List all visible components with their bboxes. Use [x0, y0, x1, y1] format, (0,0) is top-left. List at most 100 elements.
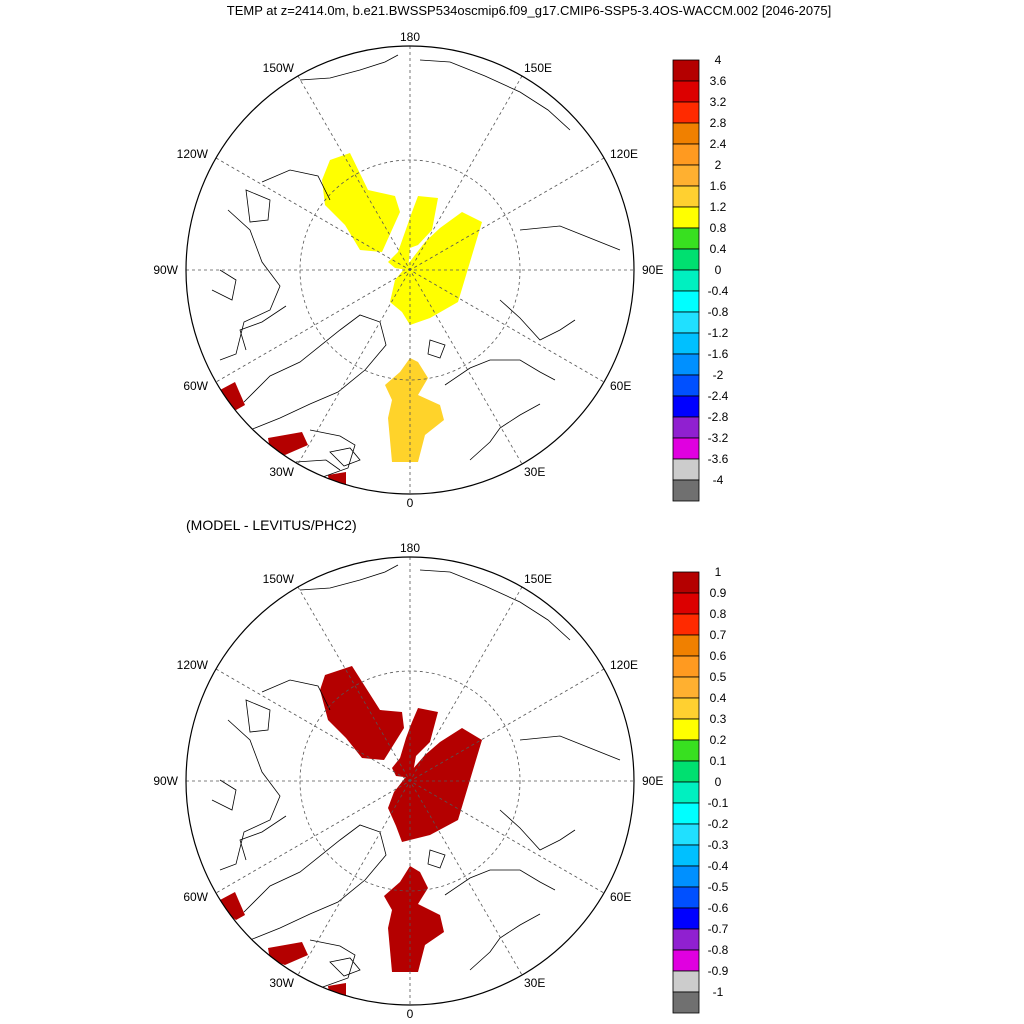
colorbar-tick-label: 0.2: [710, 733, 727, 747]
bottom-map-border: [185, 556, 635, 1006]
colorbar-tick-label: -0.6: [708, 901, 729, 915]
colorbar-tick-label: -0.9: [708, 964, 729, 978]
colorbar-tick-label: 2.4: [710, 137, 727, 151]
colorbar-swatch: [672, 374, 700, 397]
lon-label: 150W: [263, 61, 295, 75]
lon-label: 0: [407, 496, 414, 510]
colorbar-tick-label: 0.8: [710, 221, 727, 235]
lon-label: 60W: [183, 379, 208, 393]
top-graticule: [186, 46, 634, 494]
colorbar-tick-label: -1.2: [708, 326, 729, 340]
colorbar-swatch: [672, 185, 700, 208]
colorbar-tick-label: 0.7: [710, 628, 727, 642]
colorbar-swatch: [672, 592, 700, 615]
lon-label: 120E: [610, 147, 638, 161]
colorbar-tick-label: 1.2: [710, 200, 727, 214]
colorbar-swatch: [672, 143, 700, 166]
top-longitude-labels: 180 150E 120E 90E 60E 30E 0 30W 60W 90W …: [153, 30, 663, 510]
lon-label: 90W: [153, 263, 178, 277]
colorbar-tick-label: 0.6: [710, 649, 727, 663]
colorbar-swatch: [672, 949, 700, 972]
colorbar-swatch: [672, 571, 700, 594]
lon-label: 60E: [610, 379, 631, 393]
colorbar-swatch: [672, 227, 700, 250]
colorbar-tick-label: 0.4: [710, 691, 727, 705]
colorbar-swatch: [672, 676, 700, 699]
colorbar-swatch: [672, 122, 700, 145]
colorbar-tick-label: -0.2: [708, 817, 729, 831]
lon-label: 180: [400, 30, 420, 44]
colorbar-swatch: [672, 416, 700, 439]
colorbar-tick-label: -2.4: [708, 389, 729, 403]
colorbar-swatch: [672, 886, 700, 909]
colorbar-tick-label: 0.1: [710, 754, 727, 768]
colorbar-tick-label: 0.5: [710, 670, 727, 684]
lon-label: 30E: [524, 465, 545, 479]
colorbar-swatch: [672, 311, 700, 334]
colorbar-swatch: [672, 823, 700, 846]
lon-label: 0: [407, 1007, 414, 1021]
top-map-border: [185, 45, 635, 495]
colorbar-swatch: [672, 332, 700, 355]
colorbar-tick-label: -2.8: [708, 410, 729, 424]
bottom-colorbar: 1 0.9 0.8 0.7 0.6 0.5 0.4 0.3 0.2 0.1 0 -0.1 -0.2 -0.…: [672, 565, 729, 1014]
colorbar-swatch: [672, 395, 700, 418]
colorbar-swatch: [672, 697, 700, 720]
colorbar-swatch: [672, 907, 700, 930]
figure-title: TEMP at z=2414.0m, b.e21.BWSSP534oscmip6…: [227, 3, 831, 18]
bottom-coastlines: [211, 564, 621, 989]
lon-label: 90E: [642, 774, 663, 788]
top-map: 180 150E 120E 90E 60E 30E 0 30W 60W 90W …: [153, 30, 663, 510]
colorbar-swatch: [672, 760, 700, 783]
lon-label: 120E: [610, 658, 638, 672]
lon-label: 30W: [269, 976, 294, 990]
colorbar-tick-label: 0.8: [710, 607, 727, 621]
colorbar-swatch: [672, 739, 700, 762]
colorbar-tick-label: 1: [715, 565, 722, 579]
colorbar-swatch: [672, 164, 700, 187]
colorbar-swatch: [672, 634, 700, 657]
colorbar-swatch: [672, 802, 700, 825]
colorbar-swatch: [672, 844, 700, 867]
colorbar-tick-label: -1.6: [708, 347, 729, 361]
colorbar-tick-label: 2.8: [710, 116, 727, 130]
bottom-map: 180 150E 120E 90E 60E 30E 0 30W 60W 90W …: [153, 541, 663, 1021]
colorbar-swatch: [672, 781, 700, 804]
colorbar-tick-label: 0.4: [710, 242, 727, 256]
bottom-longitude-labels: 180 150E 120E 90E 60E 30E 0 30W 60W 90W …: [153, 541, 663, 1021]
colorbar-swatch: [672, 353, 700, 376]
lon-label: 60W: [183, 890, 208, 904]
colorbar-swatch: [672, 269, 700, 292]
colorbar-swatch: [672, 991, 700, 1014]
colorbar-swatch: [672, 101, 700, 124]
colorbar-swatch: [672, 613, 700, 636]
colorbar-tick-label: -0.4: [708, 284, 729, 298]
colorbar-swatch: [672, 479, 700, 502]
colorbar-tick-label: -3.2: [708, 431, 729, 445]
lon-label: 90E: [642, 263, 663, 277]
colorbar-tick-label: 4: [715, 53, 722, 67]
colorbar-tick-label: -0.5: [708, 880, 729, 894]
colorbar-swatch: [672, 437, 700, 460]
colorbar-tick-label: 2: [715, 158, 722, 172]
colorbar-swatch: [672, 970, 700, 993]
top-field-yellow: [322, 153, 482, 325]
colorbar-tick-label: 0: [715, 775, 722, 789]
top-field-orange: [385, 358, 444, 462]
colorbar-swatch: [672, 928, 700, 951]
colorbar-tick-label: -0.7: [708, 922, 729, 936]
difference-subtitle: (MODEL - LEVITUS/PHC2): [186, 517, 357, 533]
lon-label: 30E: [524, 976, 545, 990]
colorbar-tick-label: 3.6: [710, 74, 727, 88]
colorbar-swatch: [672, 80, 700, 103]
bottom-graticule: [186, 557, 634, 1005]
lon-label: 120W: [177, 147, 209, 161]
colorbar-tick-label: 3.2: [710, 95, 727, 109]
colorbar-swatch: [672, 718, 700, 741]
colorbar-swatch: [672, 206, 700, 229]
lon-label: 150W: [263, 572, 295, 586]
colorbar-tick-label: 0.3: [710, 712, 727, 726]
bottom-field-red: [220, 666, 482, 1000]
colorbar-tick-label: 1.6: [710, 179, 727, 193]
